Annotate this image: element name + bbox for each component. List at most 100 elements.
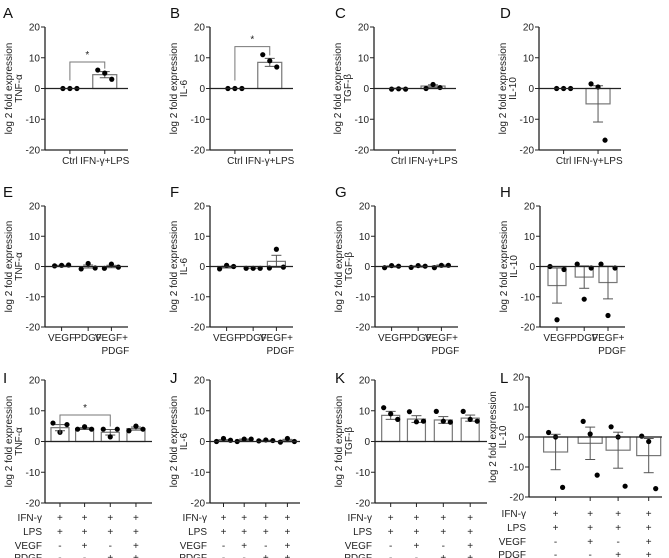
- condition-sign: -: [589, 550, 592, 558]
- condition-sign: +: [587, 523, 593, 534]
- significance-bracket: [69, 61, 106, 81]
- condition-label: IFN-γ: [18, 513, 42, 524]
- data-point: [395, 416, 401, 422]
- y-tick-label: 10: [29, 232, 41, 243]
- y-tick-label: -20: [191, 499, 206, 510]
- data-point: [126, 428, 132, 434]
- y-axis-label: IL-6: [179, 432, 190, 450]
- data-point: [102, 70, 108, 76]
- y-tick-label: -10: [26, 292, 41, 303]
- y-tick-label: -20: [191, 146, 206, 157]
- y-tick-label: 0: [528, 84, 534, 95]
- x-tick-label: VEGF+: [260, 333, 293, 344]
- y-tick-label: 10: [359, 232, 371, 243]
- data-point: [598, 261, 604, 267]
- data-point: [248, 436, 254, 442]
- y-axis-label: log 2 fold expression: [498, 43, 509, 135]
- y-axis-label: log 2 fold expression: [169, 221, 180, 313]
- panel-letter: C: [335, 5, 346, 22]
- data-point: [594, 472, 600, 478]
- condition-label: VEGF: [499, 537, 526, 548]
- condition-sign: -: [389, 553, 392, 558]
- y-tick-label: -20: [520, 146, 535, 157]
- y-axis-label: TGF-β: [343, 74, 354, 103]
- y-axis-label: IL-10: [508, 77, 519, 100]
- data-point: [433, 408, 439, 414]
- y-tick-label: -20: [26, 323, 41, 334]
- data-point: [74, 426, 81, 432]
- y-tick-label: 10: [29, 53, 41, 64]
- x-tick-label: Ctrl: [227, 156, 243, 167]
- y-tick-label: 0: [529, 262, 535, 273]
- y-tick-label: -10: [520, 115, 535, 126]
- x-tick-label: VEGF+: [591, 333, 624, 344]
- y-tick-label: 20: [29, 23, 41, 34]
- condition-sign: +: [133, 553, 139, 558]
- data-point: [413, 419, 420, 425]
- x-tick-label: VEGF+: [425, 333, 458, 344]
- data-point: [241, 436, 247, 442]
- x-tick-label: IFN-γ+LPS: [245, 156, 295, 167]
- panel-letter: I: [3, 370, 7, 387]
- y-axis-label: log 2 fold expression: [169, 43, 180, 135]
- data-point: [430, 81, 436, 88]
- x-tick-label: IFN-γ+LPS: [573, 156, 623, 167]
- y-axis-label: TNF-α: [14, 252, 25, 281]
- y-tick-label: 10: [513, 403, 525, 414]
- condition-sign: -: [58, 541, 61, 552]
- y-tick-label: 20: [29, 376, 41, 387]
- panel-letter: J: [170, 370, 178, 387]
- condition-sign: +: [646, 550, 652, 558]
- data-point: [217, 266, 223, 272]
- condition-sign: +: [263, 553, 269, 558]
- y-axis-label: TNF-α: [14, 427, 25, 456]
- condition-label: LPS: [507, 523, 526, 534]
- y-axis-label: log 2 fold expression: [334, 221, 345, 313]
- condition-sign: +: [587, 537, 593, 548]
- y-axis-label: log 2 fold expression: [169, 396, 180, 488]
- y-tick-label: 0: [364, 437, 370, 448]
- y-axis-label: log 2 fold expression: [499, 221, 510, 313]
- data-point: [574, 261, 580, 267]
- data-point: [388, 411, 394, 417]
- condition-sign: -: [222, 541, 225, 552]
- condition-label: PDGF: [498, 550, 526, 558]
- condition-sign: +: [615, 550, 621, 558]
- data-point: [587, 431, 593, 437]
- condition-sign: +: [263, 527, 269, 538]
- y-tick-label: -20: [355, 146, 370, 157]
- panel-letter: H: [500, 184, 511, 201]
- condition-sign: +: [241, 513, 247, 524]
- y-tick-label: 20: [194, 202, 206, 213]
- data-point: [447, 419, 453, 425]
- y-tick-label: 20: [359, 376, 371, 387]
- condition-sign: +: [467, 541, 473, 552]
- data-point: [381, 405, 387, 411]
- y-tick-label: -10: [521, 292, 536, 303]
- data-point: [133, 423, 139, 429]
- data-point: [581, 296, 587, 302]
- condition-sign: +: [467, 527, 473, 538]
- condition-sign: -: [554, 537, 557, 548]
- data-point: [546, 429, 552, 436]
- condition-sign: +: [388, 527, 394, 538]
- x-tick-label: VEGF+: [95, 333, 128, 344]
- data-point: [267, 58, 273, 64]
- x-tick-label: PDGF: [598, 346, 626, 357]
- data-point: [100, 426, 106, 432]
- condition-sign: +: [440, 527, 446, 538]
- y-tick-label: 0: [34, 84, 40, 95]
- condition-sign: +: [553, 509, 559, 520]
- x-tick-label: PDGF: [102, 346, 130, 357]
- condition-sign: +: [284, 513, 290, 524]
- condition-label: VEGF: [15, 541, 42, 552]
- condition-label: IFN-γ: [502, 509, 526, 520]
- data-point: [270, 437, 276, 444]
- condition-sign: +: [284, 527, 290, 538]
- x-tick-label: Ctrl: [62, 156, 78, 167]
